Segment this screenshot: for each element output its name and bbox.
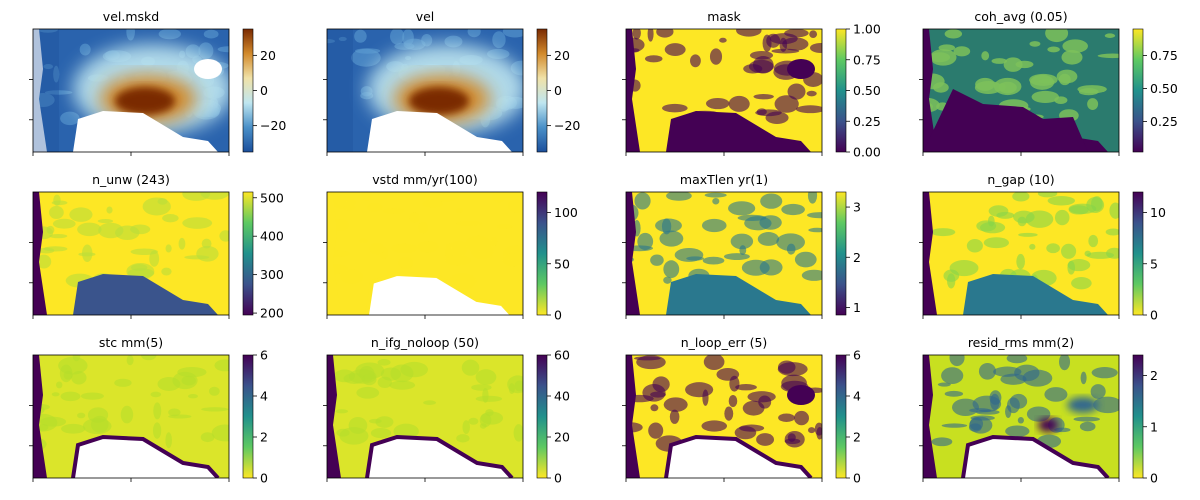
colorbar-tick-label: 1 xyxy=(853,300,861,315)
panel-7: maxTlen yr(1) 3 2 1 xyxy=(622,172,861,319)
colorbar-tick-label: 100 xyxy=(554,205,578,220)
colorbar-tick-label: −20 xyxy=(554,118,580,133)
colorbar-tick-label: 2 xyxy=(853,430,861,445)
panel-title: coh_avg (0.05) xyxy=(974,9,1067,24)
colorbar-tick-label: 0 xyxy=(1150,308,1158,323)
colorbar-tick-label: 0.00 xyxy=(853,145,881,160)
colorbar-tick-label: 4 xyxy=(260,389,268,404)
map-raster xyxy=(327,29,523,152)
map-raster xyxy=(626,355,822,478)
colorbar-tick-label: 20 xyxy=(554,48,570,63)
panel-8: n_gap (10) 10 5 0 xyxy=(919,172,1166,323)
map-raster xyxy=(33,355,229,478)
colorbar-tick-label: 400 xyxy=(260,229,284,244)
colorbar-tick-label: 40 xyxy=(554,389,570,404)
panel-title: mask xyxy=(707,9,741,24)
colorbar-tick-label: 50 xyxy=(554,256,570,271)
colorbar xyxy=(835,354,847,479)
colorbar xyxy=(536,354,548,479)
map-raster xyxy=(923,192,1119,315)
panel-10: n_ifg_noloop (50) 60 40 20 0 xyxy=(323,335,570,486)
panel-4: coh_avg (0.05) 0.75 0.50 0.25 xyxy=(919,9,1178,156)
panel-title: vel xyxy=(416,9,435,24)
colorbar-tick-label: 20 xyxy=(260,48,276,63)
colorbar-tick-label: 5 xyxy=(1150,256,1158,271)
colorbar-tick-label: 0.75 xyxy=(1150,48,1178,63)
map-raster xyxy=(923,29,1119,152)
colorbar xyxy=(242,354,254,479)
colorbar xyxy=(242,28,254,153)
map-raster xyxy=(33,192,229,315)
colorbar-tick-label: 0 xyxy=(554,83,562,98)
colorbar-tick-label: 60 xyxy=(554,348,570,363)
colorbar xyxy=(1132,191,1144,316)
colorbar-tick-label: 0 xyxy=(554,471,562,486)
colorbar-tick-label: 0.50 xyxy=(1150,81,1178,96)
colorbar-tick-label: 6 xyxy=(260,348,268,363)
map-raster xyxy=(626,29,822,152)
colorbar-tick-label: −20 xyxy=(260,118,286,133)
colorbar-tick-label: 0 xyxy=(853,471,861,486)
colorbar-tick-label: 2 xyxy=(260,430,268,445)
colorbar-tick-label: 0 xyxy=(260,83,268,98)
panel-2: vel 20 0 −20 xyxy=(323,9,580,156)
panel-title: maxTlen yr(1) xyxy=(680,172,768,187)
colorbar-tick-label: 1 xyxy=(1150,419,1158,434)
colorbar-tick-label: 1.00 xyxy=(853,22,881,37)
colorbar xyxy=(536,191,548,316)
map-raster xyxy=(923,355,1119,478)
colorbar xyxy=(835,191,847,316)
map-raster xyxy=(327,192,523,315)
colorbar-tick-label: 0.25 xyxy=(853,114,881,129)
colorbar-tick-label: 2 xyxy=(853,250,861,265)
colorbar-tick-label: 20 xyxy=(554,430,570,445)
panel-title: resid_rms mm(2) xyxy=(968,335,1074,350)
panel-title: vel.mskd xyxy=(103,9,159,24)
panel-title: n_unw (243) xyxy=(92,172,170,187)
colorbar-tick-label: 300 xyxy=(260,267,284,282)
panel-title: stc mm(5) xyxy=(99,335,163,350)
colorbar-tick-label: 4 xyxy=(853,389,861,404)
colorbar-tick-label: 0.25 xyxy=(1150,114,1178,129)
colorbar xyxy=(242,191,254,316)
panel-9: stc mm(5) 6 4 2 0 xyxy=(29,335,268,486)
panel-title: n_gap (10) xyxy=(987,172,1054,187)
colorbar-tick-label: 6 xyxy=(853,348,861,363)
panel-5: n_unw (243) 500 400 300 200 xyxy=(29,172,284,321)
map-raster xyxy=(626,192,822,315)
colorbar-tick-label: 0.75 xyxy=(853,52,881,67)
map-raster xyxy=(327,355,523,478)
map-raster xyxy=(33,29,229,152)
panel-3: mask 1.00 0.75 0.50 0.25 0.00 xyxy=(622,9,881,160)
panel-11: n_loop_err (5) 6 4 2 0 xyxy=(622,335,861,486)
colorbar-tick-label: 0.50 xyxy=(853,83,881,98)
colorbar-tick-label: 10 xyxy=(1150,205,1166,220)
colorbar xyxy=(835,28,847,153)
colorbar-tick-label: 2 xyxy=(1150,368,1158,383)
colorbar-tick-label: 200 xyxy=(260,306,284,321)
panel-12: resid_rms mm(2) 2 1 0 xyxy=(919,335,1158,486)
panel-title: n_loop_err (5) xyxy=(681,335,768,350)
colorbar-tick-label: 500 xyxy=(260,190,284,205)
colorbar-tick-label: 3 xyxy=(853,200,861,215)
panel-1: vel.mskd 20 0 −20 xyxy=(29,9,286,156)
panel-title: vstd mm/yr(100) xyxy=(372,172,477,187)
colorbar xyxy=(536,28,548,153)
colorbar-tick-label: 0 xyxy=(554,308,562,323)
colorbar-tick-label: 0 xyxy=(1150,471,1158,486)
colorbar-tick-label: 0 xyxy=(260,471,268,486)
panel-title: n_ifg_noloop (50) xyxy=(371,335,479,350)
colorbar xyxy=(1132,28,1144,153)
panel-6: vstd mm/yr(100) 100 50 0 xyxy=(323,172,578,323)
colorbar xyxy=(1132,354,1144,479)
